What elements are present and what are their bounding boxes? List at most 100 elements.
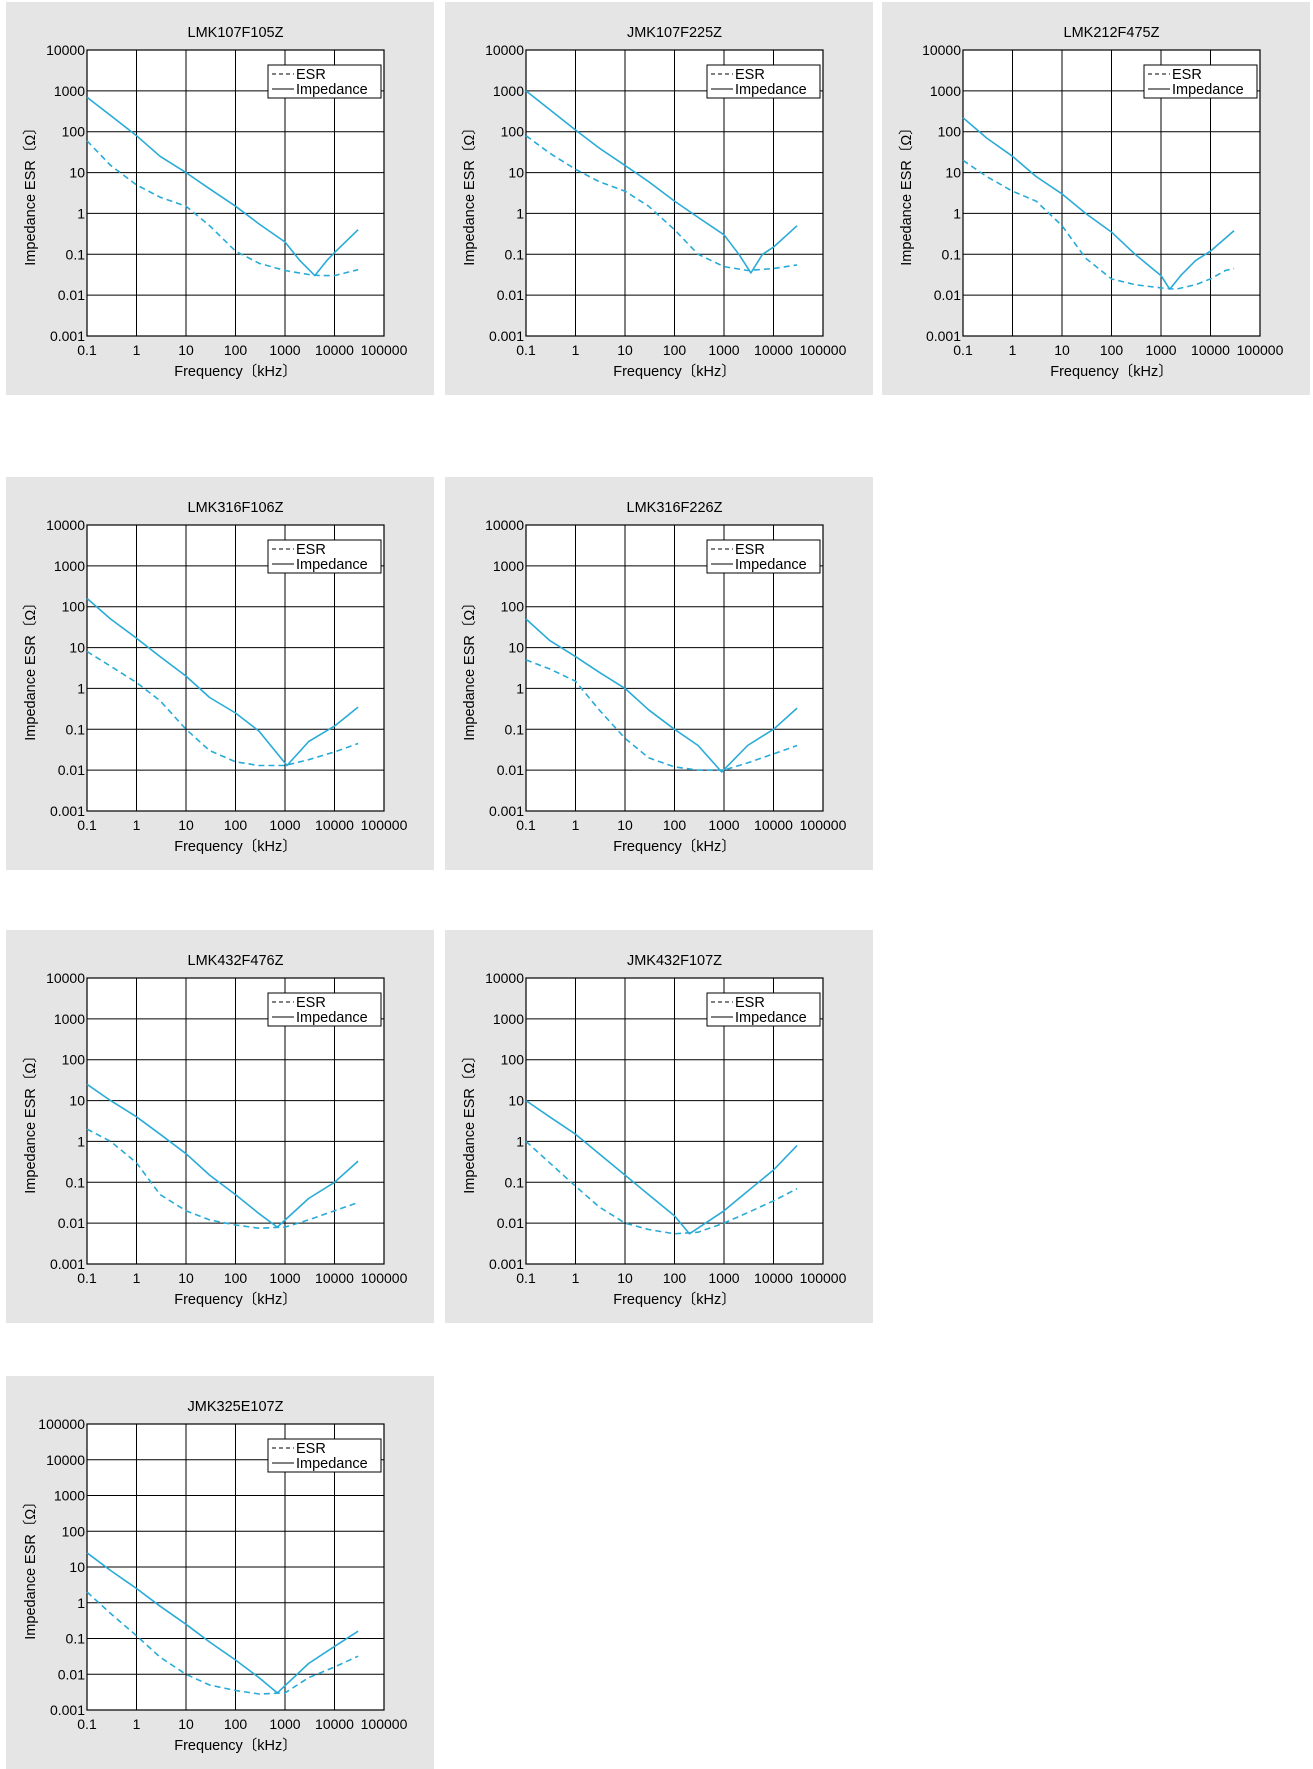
- chart-2-y-tick-label: 1000: [493, 83, 524, 99]
- chart-2-x-tick-label: 1000: [708, 342, 739, 358]
- chart-2-x-tick-label: 100000: [800, 342, 847, 358]
- chart-3-legend-label-esr: ESR: [1172, 67, 1202, 83]
- chart-8-x-tick-label: 0.1: [77, 1716, 97, 1732]
- chart-3-legend: [1143, 64, 1258, 99]
- chart-1-y-tick-label: 1: [77, 205, 85, 221]
- chart-1-y-tick-label: 10000: [46, 42, 85, 58]
- chart-1-y-tick-label: 1000: [54, 83, 85, 99]
- chart-panel-8: 0.1 1 10 100 1000 10000 100000 0.001 0.01 0.1 1 10 1…: [6, 1376, 434, 1769]
- chart-3-x-tick-label: 100000: [1237, 342, 1284, 358]
- chart-5-y-tick-label: 0.01: [497, 762, 524, 778]
- chart-6-y-tick-label: 1000: [54, 1011, 85, 1027]
- chart-2-x-tick-label: 10: [617, 342, 633, 358]
- chart-1-y-tick-label: 0.01: [58, 287, 85, 303]
- chart-8-x-tick-label: 100: [224, 1716, 248, 1732]
- chart-6-x-tick-label: 100000: [361, 1270, 408, 1286]
- chart-8-legend-label-esr: ESR: [296, 1441, 326, 1457]
- chart-7-y-tick-label: 0.01: [497, 1215, 524, 1231]
- chart-5-x-tick-label: 1: [572, 817, 580, 833]
- chart-5-y-tick-label: 0.001: [489, 803, 524, 819]
- chart-3-x-tick-label: 0.1: [953, 342, 973, 358]
- chart-3-title: LMK212F475Z: [1064, 25, 1160, 41]
- chart-4-x-tick-label: 100000: [361, 817, 408, 833]
- chart-2-plot-frame: [525, 49, 824, 337]
- chart-2-y-tick-label: 0.001: [489, 328, 524, 344]
- chart-3-y-tick-label: 10000: [922, 42, 961, 58]
- chart-panel-3: 0.1 1 10 100 1000 10000 100000 0.001 0.01 0.1 1 10 1…: [882, 2, 1310, 395]
- chart-5-y-tick-label: 1000: [493, 558, 524, 574]
- chart-6-legend-label-esr: ESR: [296, 995, 326, 1011]
- chart-4-y-axis-label: Impedance ESR〔Ω〕: [22, 595, 39, 740]
- chart-7-legend: [706, 992, 821, 1027]
- chart-6-x-tick-label: 100: [224, 1270, 248, 1286]
- chart-3-x-tick-label: 100: [1100, 342, 1124, 358]
- chart-2-x-tick-label: 100: [663, 342, 687, 358]
- chart-svg-1: 0.1 1 10 100 1000 10000 100000 0.001 0.01 0.1 1 10 1…: [22, 25, 408, 380]
- chart-2-series-esr-line: [525, 135, 798, 272]
- chart-2-title: JMK107F225Z: [627, 25, 722, 41]
- chart-2-x-tick-label: 0.1: [516, 342, 536, 358]
- chart-5-plot-frame: [525, 524, 824, 812]
- chart-7-legend-label-impedance: Impedance: [735, 1010, 807, 1026]
- chart-7-title: JMK432F107Z: [627, 953, 722, 969]
- chart-1-x-tick-label: 100000: [361, 342, 408, 358]
- chart-4-y-tick-label: 0.01: [58, 762, 85, 778]
- chart-7-x-tick-label: 10000: [754, 1270, 793, 1286]
- chart-6-x-tick-label: 1: [133, 1270, 141, 1286]
- chart-svg-5: 0.1 1 10 100 1000 10000 100000 0.001 0.01 0.1 1 10 1…: [461, 500, 847, 855]
- chart-6-legend-label-impedance: Impedance: [296, 1010, 368, 1026]
- chart-5-legend: [706, 539, 821, 574]
- chart-1-title: LMK107F105Z: [188, 25, 284, 41]
- chart-5-x-tick-label: 100000: [800, 817, 847, 833]
- chart-8-x-axis-label: Frequency〔kHz〕: [174, 1737, 296, 1754]
- chart-3-x-axis-label: Frequency〔kHz〕: [1050, 363, 1172, 380]
- chart-8-title: JMK325E107Z: [188, 1399, 284, 1415]
- chart-6-series-impedance-line: [86, 1083, 359, 1228]
- chart-6-plot-frame: [86, 977, 385, 1265]
- chart-3-legend-label-impedance: Impedance: [1172, 82, 1244, 98]
- chart-5-y-tick-label: 1: [516, 680, 524, 696]
- chart-7-legend-label-esr: ESR: [735, 995, 765, 1011]
- chart-5-x-tick-label: 100: [663, 817, 687, 833]
- chart-4-title: LMK316F106Z: [188, 500, 284, 516]
- chart-1-x-axis-label: Frequency〔kHz〕: [174, 363, 296, 380]
- chart-2-y-tick-label: 10000: [485, 42, 524, 58]
- chart-svg-4: 0.1 1 10 100 1000 10000 100000 0.001 0.01 0.1 1 10 1…: [22, 500, 408, 855]
- chart-3-y-tick-label: 0.1: [942, 246, 962, 262]
- chart-6-x-tick-label: 10: [178, 1270, 194, 1286]
- chart-5-legend-label-impedance: Impedance: [735, 557, 807, 573]
- chart-6-title: LMK432F476Z: [188, 953, 284, 969]
- chart-5-y-tick-label: 10: [508, 640, 524, 656]
- chart-2-legend: [706, 64, 821, 99]
- chart-7-x-tick-label: 1000: [708, 1270, 739, 1286]
- chart-5-y-tick-label: 100: [501, 599, 525, 615]
- chart-panel-5: 0.1 1 10 100 1000 10000 100000 0.001 0.01 0.1 1 10 1…: [445, 477, 873, 870]
- chart-4-y-tick-label: 100: [62, 599, 86, 615]
- chart-4-y-tick-label: 0.1: [66, 721, 86, 737]
- chart-3-y-tick-label: 10: [945, 165, 961, 181]
- chart-6-y-tick-label: 10000: [46, 970, 85, 986]
- chart-7-x-tick-label: 100000: [800, 1270, 847, 1286]
- chart-7-x-axis-label: Frequency〔kHz〕: [613, 1291, 735, 1308]
- chart-1-y-axis-label: Impedance ESR〔Ω〕: [22, 120, 39, 265]
- chart-1-y-tick-label: 100: [62, 124, 86, 140]
- chart-7-plot-frame: [525, 977, 824, 1265]
- chart-2-x-tick-label: 1: [572, 342, 580, 358]
- chart-4-x-tick-label: 10000: [315, 817, 354, 833]
- chart-8-x-tick-label: 1000: [269, 1716, 300, 1732]
- chart-2-y-tick-label: 0.1: [505, 246, 525, 262]
- chart-svg-8: 0.1 1 10 100 1000 10000 100000 0.001 0.01 0.1 1 10 1…: [22, 1399, 408, 1754]
- chart-8-series-esr-line: [86, 1591, 359, 1695]
- chart-7-x-tick-label: 100: [663, 1270, 687, 1286]
- chart-4-plot-frame: [86, 524, 385, 812]
- chart-4-series-impedance-line: [86, 597, 359, 767]
- chart-8-y-tick-label: 0.1: [66, 1631, 86, 1647]
- chart-3-y-axis-label: Impedance ESR〔Ω〕: [898, 120, 915, 265]
- chart-panel-6: 0.1 1 10 100 1000 10000 100000 0.001 0.01 0.1 1 10 1…: [6, 930, 434, 1323]
- chart-2-series-impedance-line: [525, 90, 798, 274]
- chart-1-legend-label-impedance: Impedance: [296, 82, 368, 98]
- chart-7-x-tick-label: 0.1: [516, 1270, 536, 1286]
- chart-1-x-tick-label: 1: [133, 342, 141, 358]
- chart-7-y-tick-label: 0.001: [489, 1256, 524, 1272]
- chart-8-y-tick-label: 100: [62, 1523, 86, 1539]
